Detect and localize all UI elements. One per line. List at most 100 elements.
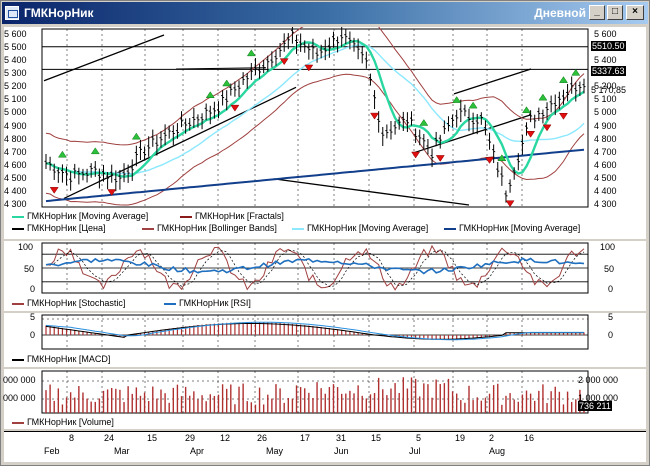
vol-y-label-mid-right: 1 000 000 xyxy=(578,393,619,403)
price-y-label: 4 400 xyxy=(4,185,27,196)
legend-swatch xyxy=(292,227,304,230)
price-y-label-right: 5 000 xyxy=(594,107,617,118)
date-axis-day: 2 xyxy=(489,433,495,443)
legend-item-ma-long[interactable]: ГМКНорНик [Moving Average] xyxy=(444,223,580,233)
osc-y-label-0-right: 0 xyxy=(608,284,614,294)
price-y-label: 4 800 xyxy=(4,133,27,144)
date-axis-day: 19 xyxy=(455,433,466,443)
macd-y-label-5-right: 5 xyxy=(608,312,614,322)
date-axis-month: Mar xyxy=(114,446,130,456)
window-title: ГМКНорНик xyxy=(24,6,94,20)
legend-item-macd[interactable]: ГМКНорНик [MACD] xyxy=(12,354,110,364)
fractal-down-arrow xyxy=(304,64,314,72)
osc-y-label-100-right: 100 xyxy=(600,242,616,252)
fractal-up-arrow xyxy=(468,101,478,109)
legend-item-volume[interactable]: ГМКНорНик [Volume] xyxy=(12,417,114,427)
date-axis-day: 26 xyxy=(257,433,268,443)
macd-plot-frame xyxy=(41,314,589,350)
maximize-button[interactable]: □ xyxy=(607,5,623,20)
oscillator-chart[interactable] xyxy=(4,241,646,311)
legend-swatch xyxy=(12,358,24,361)
legend-item-bollinger[interactable]: ГМКНорНик [Bollinger Bands] xyxy=(142,223,277,233)
fractal-down-arrow xyxy=(279,58,289,66)
macd-panel[interactable]: 5 0 5 0 ГМКНорНик [MACD] xyxy=(4,312,646,367)
fractal-up-arrow xyxy=(222,79,232,87)
price-y-label-right: 5 600 xyxy=(594,29,617,39)
fractal-down-arrow xyxy=(411,151,421,159)
fractal-up-arrow xyxy=(558,76,568,83)
legend-item-rsi[interactable]: ГМКНорНик [RSI] xyxy=(164,298,251,308)
legend-item-price[interactable]: ГМКНорНик [Цена] xyxy=(12,223,106,233)
price-panel[interactable]: 5 600 5 500 5 400 5 300 5 200 5 100 5 000 4 900… xyxy=(4,27,646,239)
stochastic-line xyxy=(45,244,585,291)
date-axis-day: 15 xyxy=(147,433,158,443)
legend-item-ma-fast[interactable]: ГМКНорНик [Moving Average] xyxy=(12,211,148,221)
fractal-down-arrow xyxy=(370,112,380,120)
legend-label: ГМКНорНик [MACD] xyxy=(27,354,111,364)
price-y-label: 4 300 xyxy=(4,199,27,209)
date-axis-day: 16 xyxy=(524,433,535,443)
macd-line xyxy=(45,323,584,340)
date-axis-month: Feb xyxy=(44,446,60,456)
date-axis-day: 8 xyxy=(69,433,75,443)
price-tag-mid: 5337.63 xyxy=(591,66,626,76)
fractal-up-arrow xyxy=(90,147,100,155)
price-chart[interactable] xyxy=(4,27,646,239)
date-axis-month: Aug xyxy=(489,446,506,456)
fractal-up-arrow xyxy=(452,96,462,103)
price-y-label-right: 4 500 xyxy=(594,172,617,183)
price-y-label: 4 600 xyxy=(4,159,27,170)
fractal-down-arrow xyxy=(230,104,240,112)
fractal-up-arrow xyxy=(571,68,581,76)
date-axis-day: 24 xyxy=(104,433,115,443)
legend-swatch xyxy=(142,227,154,230)
close-button[interactable]: × xyxy=(626,5,644,20)
date-axis-month: Apr xyxy=(190,446,205,456)
price-y-label-right: 5 200 xyxy=(594,81,617,92)
bollinger-lower-line xyxy=(45,73,585,206)
price-y-label: 5 200 xyxy=(4,81,27,92)
price-tag-high: 5510.50 xyxy=(591,41,626,51)
legend-swatch xyxy=(180,215,192,218)
fractal-up-arrow xyxy=(246,49,256,57)
price-y-label-right: 5 400 xyxy=(594,55,617,66)
title-bar[interactable]: ГМКНорНик Дневной _ □ × xyxy=(2,2,648,24)
volume-chart[interactable] xyxy=(4,369,646,429)
oscillator-panel[interactable]: 100 50 0 100 50 0 ГМКНорНик [Stochastic]… xyxy=(4,241,646,311)
legend-label: ГМКНорНик [Цена] xyxy=(27,223,106,233)
price-y-label: 5 100 xyxy=(4,94,27,105)
macd-y-label-5: 5 xyxy=(30,312,36,322)
minimize-button[interactable]: _ xyxy=(589,5,605,20)
fractal-down-arrow xyxy=(542,124,552,132)
macd-y-label-0: 0 xyxy=(30,330,36,340)
trend-line xyxy=(43,34,165,82)
price-y-label-right: 4 700 xyxy=(594,146,617,157)
fractal-down-arrow xyxy=(49,187,59,194)
volume-panel[interactable]: 000 000 000 000 2 000 000 1 000 000 736 … xyxy=(3,369,646,429)
chart-app-icon[interactable] xyxy=(5,6,19,20)
fast-ma-line xyxy=(45,39,585,178)
legend-item-fractals[interactable]: ГМКНорНик [Fractals] xyxy=(180,211,284,221)
legend-swatch xyxy=(12,302,24,305)
legend-label: ГМКНорНик [Bollinger Bands] xyxy=(157,223,277,233)
fractal-up-arrow xyxy=(57,150,67,158)
legend-item-stochastic[interactable]: ГМКНорНик [Stochastic] xyxy=(12,298,125,308)
legend-swatch xyxy=(12,215,24,218)
trend-line xyxy=(273,178,470,206)
date-axis-month: May xyxy=(266,446,284,456)
date-axis-day: 17 xyxy=(300,433,311,443)
price-y-label: 5 600 xyxy=(4,29,27,39)
legend-item-ma-slow[interactable]: ГМКНорНик [Moving Average] xyxy=(292,223,428,233)
price-y-label: 4 700 xyxy=(4,146,27,157)
volume-plot-frame xyxy=(41,370,589,414)
macd-chart[interactable] xyxy=(4,313,646,367)
vol-y-label-mid-left: 000 000 xyxy=(3,393,36,403)
price-y-label-right: 4 600 xyxy=(594,159,617,170)
legend-label: ГМКНорНик [RSI] xyxy=(179,298,251,308)
legend-label: ГМКНорНик [Stochastic] xyxy=(27,298,126,308)
period-label: Дневной xyxy=(534,6,586,20)
date-axis-day: 31 xyxy=(336,433,347,443)
price-y-label-right: 4 800 xyxy=(594,133,617,144)
osc-y-label-100: 100 xyxy=(18,242,34,252)
